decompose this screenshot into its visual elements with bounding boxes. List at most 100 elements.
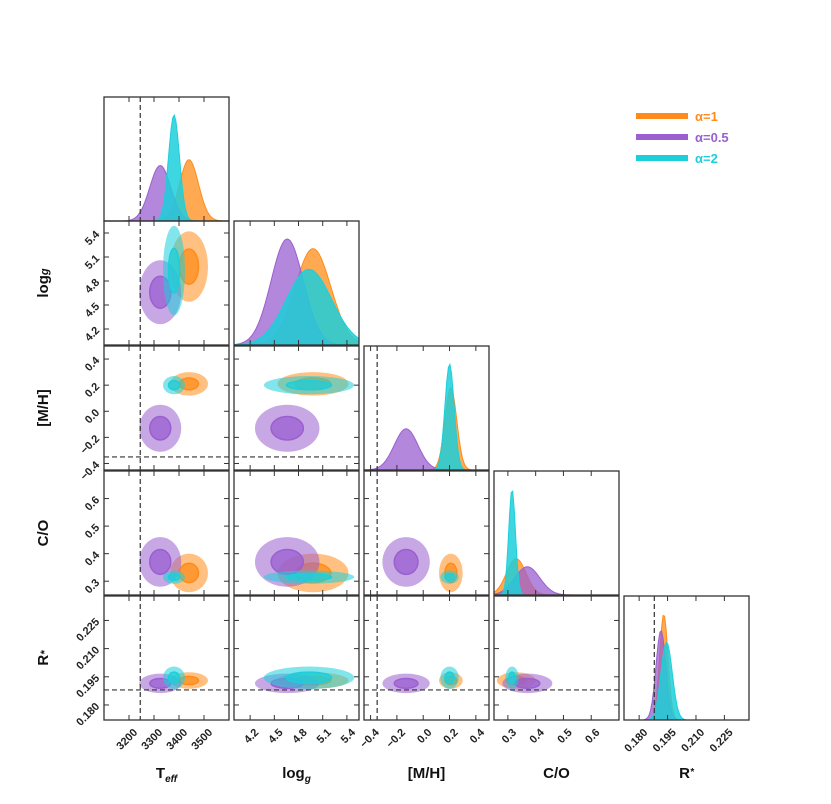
hist-mh-series-2 [364, 362, 489, 470]
y-tick-label-rstar: 0.195 [74, 672, 102, 700]
contour-inner-mh-teff-series-2 [167, 379, 181, 391]
y-tick-label-logg: 4.2 [83, 325, 102, 344]
panel-co-vs-mh [363, 470, 490, 596]
panel-frame [363, 345, 490, 471]
hist-rstar-series-0 [624, 614, 749, 720]
y-tick-label-mh: 0.2 [83, 381, 102, 400]
x-tick-label-logg: 5.1 [315, 727, 334, 746]
panel-co-vs-logg [233, 470, 360, 596]
panel-content [494, 666, 619, 694]
y-tick-label-logg: 5.4 [83, 228, 103, 248]
legend-label-1: α=0.5 [695, 130, 729, 145]
y-tick-label-rstar: 0.210 [74, 644, 102, 672]
y-tick-label-rstar: 0.180 [74, 701, 102, 729]
panel-content [254, 537, 355, 593]
x-tick-label-logg: 4.5 [266, 727, 285, 746]
y-tick-label-mh: −0.4 [78, 459, 102, 483]
x-tick-label-teff: 3500 [189, 727, 215, 753]
hist-co-series-2 [494, 490, 619, 595]
panel-content [234, 666, 359, 694]
x-axis-label-mh: [M/H] [408, 765, 446, 782]
panel-mh-vs-teff [103, 345, 230, 471]
panel-logg-vs-teff [103, 220, 230, 346]
x-tick-label-rstar: 0.180 [622, 727, 650, 755]
y-tick-label-logg: 4.5 [83, 301, 102, 320]
panel-co-vs-co [493, 470, 620, 596]
x-tick-label-rstar: 0.225 [708, 727, 736, 755]
y-tick-label-co: 0.3 [83, 577, 102, 596]
x-tick-label-co: 0.4 [528, 726, 548, 746]
y-tick-label-logg: 4.8 [83, 277, 102, 296]
legend-label-2: α=2 [695, 151, 718, 166]
y-axis-label-logg: logg [35, 268, 52, 298]
contour-inner-mh-logg-series-2 [285, 379, 333, 391]
panel-frame [363, 595, 490, 721]
panel-mh-vs-mh [363, 345, 490, 471]
x-tick-label-logg: 4.8 [290, 727, 309, 746]
panel-content [139, 471, 208, 595]
y-tick-label-co: 0.5 [83, 522, 102, 541]
panel-frame [493, 470, 620, 596]
panel-frame [103, 220, 230, 346]
y-tick-label-co: 0.6 [83, 494, 102, 513]
hist-logg-series-2 [234, 268, 359, 345]
panel-frame [233, 220, 360, 346]
y-tick-label-rstar: 0.225 [74, 616, 102, 644]
panel-frame [493, 595, 620, 721]
y-axis-label-mh: [M/H] [35, 389, 52, 427]
panel-rstar-vs-teff [103, 595, 230, 721]
legend-label-0: α=1 [695, 109, 718, 124]
y-tick-label-co: 0.4 [83, 549, 103, 569]
y-tick-label-mh: 0.4 [83, 354, 103, 374]
panel-frame [363, 470, 490, 596]
x-tick-label-mh: 0.0 [415, 727, 434, 746]
panel-content [376, 471, 463, 595]
panel-frame [103, 470, 230, 596]
legend: α=1 α=0.5 α=2 [636, 109, 729, 166]
panel-logg-vs-logg [233, 220, 360, 346]
panels-layer [103, 96, 750, 721]
contour-inner-co-mh-series-1 [393, 548, 419, 576]
panel-content [364, 596, 489, 720]
x-tick-label-co: 0.6 [583, 727, 602, 746]
x-tick-label-mh: 0.2 [441, 727, 460, 746]
y-axis-label-co: C/O [35, 519, 52, 546]
x-tick-label-mh: −0.4 [358, 726, 382, 750]
panel-frame [103, 345, 230, 471]
contour-inner-rstar-logg-series-2 [285, 671, 333, 685]
panel-frame [233, 595, 360, 721]
panel-mh-vs-logg [233, 345, 360, 471]
panel-rstar-vs-mh [363, 595, 490, 721]
x-tick-label-rstar: 0.195 [651, 727, 679, 755]
panel-content [624, 596, 749, 720]
panel-teff-vs-teff [103, 96, 230, 222]
hist-rstar-series-2 [624, 641, 749, 720]
panel-frame [233, 470, 360, 596]
contour-inner-co-teff-series-2 [167, 573, 181, 582]
x-tick-label-logg: 5.4 [339, 726, 359, 746]
x-tick-label-co: 0.3 [500, 727, 519, 746]
panel-co-vs-teff [103, 470, 230, 596]
panel-frame [103, 595, 230, 721]
x-tick-label-mh: 0.4 [468, 726, 488, 746]
panel-rstar-vs-rstar [623, 595, 750, 721]
x-axis-label-rstar: R* [679, 765, 695, 782]
contour-inner-rstar-co-series-2 [507, 671, 517, 685]
x-tick-label-teff: 3400 [164, 727, 190, 753]
contour-inner-mh-logg-series-1 [270, 415, 305, 441]
x-axis-label-co: C/O [543, 765, 570, 782]
x-tick-label-mh: −0.2 [384, 727, 408, 751]
contour-inner-co-logg-series-2 [285, 573, 333, 582]
panel-content [494, 490, 619, 595]
x-tick-label-teff: 3300 [139, 727, 165, 753]
hist-mh-series-0 [364, 387, 489, 470]
panel-content [104, 596, 229, 720]
x-tick-label-teff: 3200 [114, 727, 140, 753]
hist-teff-series-2 [104, 113, 229, 221]
y-tick-label-mh: −0.2 [78, 433, 102, 457]
contour-inner-rstar-teff-series-2 [167, 671, 181, 685]
panel-frame [233, 345, 360, 471]
x-axis-label-logg: logg [282, 765, 311, 785]
panel-content [139, 221, 208, 345]
